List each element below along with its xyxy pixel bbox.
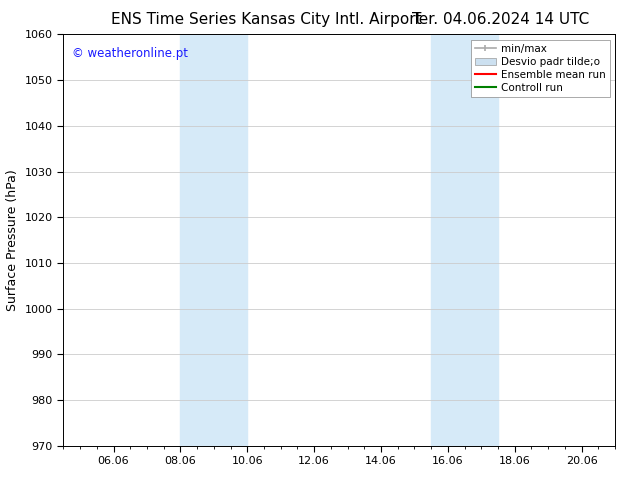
Bar bbox=[181, 34, 247, 446]
Bar bbox=[431, 34, 498, 446]
Legend: min/max, Desvio padr tilde;o, Ensemble mean run, Controll run: min/max, Desvio padr tilde;o, Ensemble m… bbox=[470, 40, 610, 97]
Text: Ter. 04.06.2024 14 UTC: Ter. 04.06.2024 14 UTC bbox=[412, 12, 590, 27]
Y-axis label: Surface Pressure (hPa): Surface Pressure (hPa) bbox=[6, 169, 19, 311]
Text: © weatheronline.pt: © weatheronline.pt bbox=[72, 47, 188, 60]
Text: ENS Time Series Kansas City Intl. Airport: ENS Time Series Kansas City Intl. Airpor… bbox=[111, 12, 422, 27]
